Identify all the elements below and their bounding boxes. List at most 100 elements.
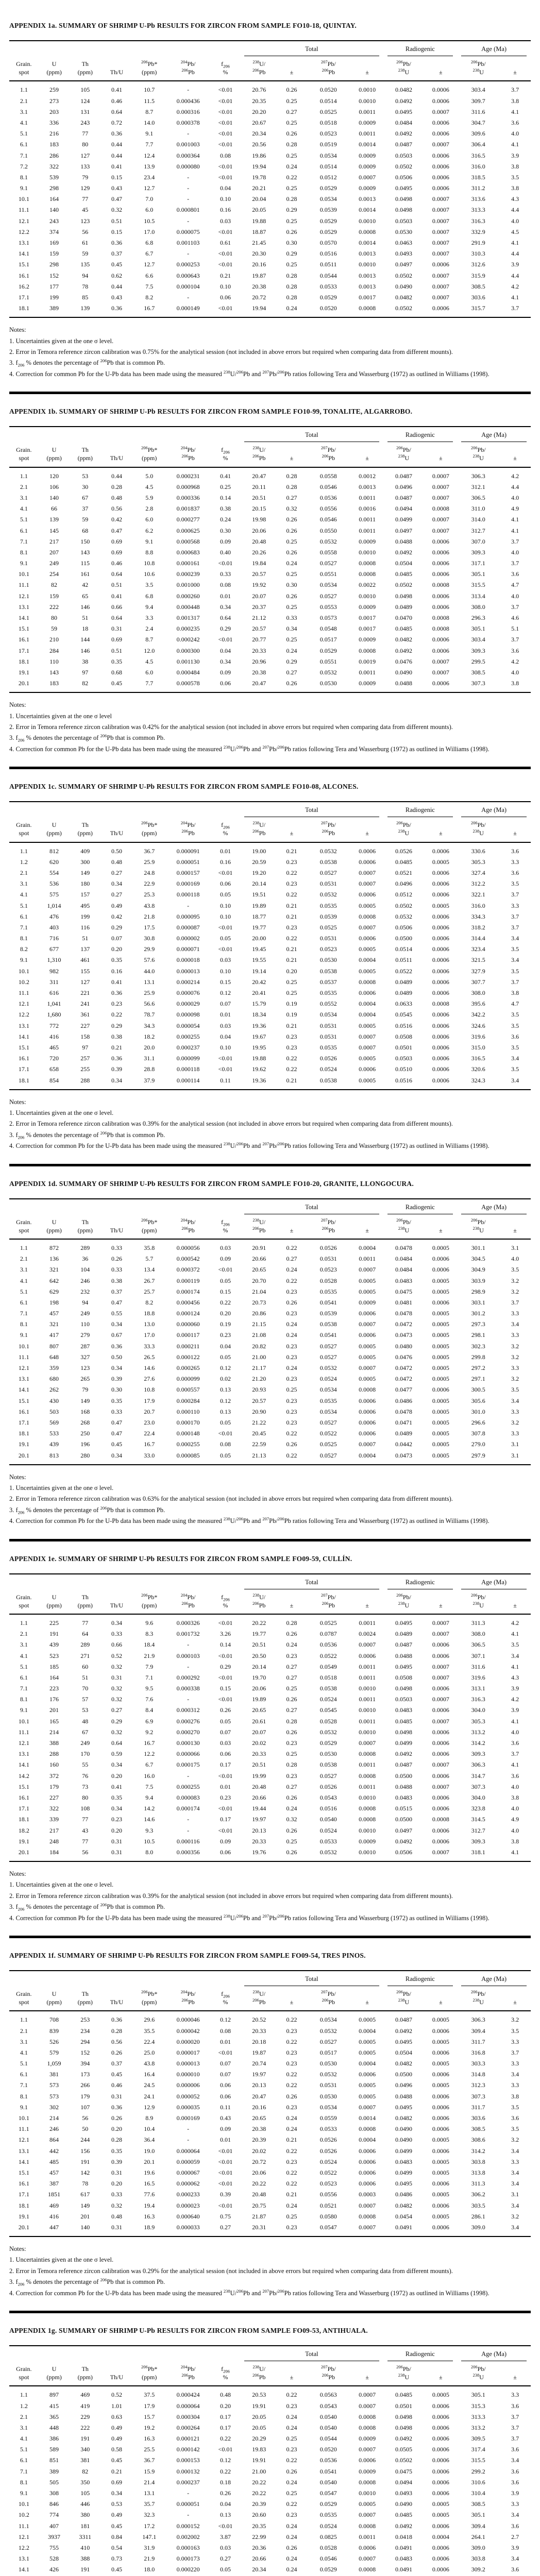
cell: 0.0540 bbox=[319, 1816, 337, 1823]
cell: 0.0524 bbox=[319, 2158, 337, 2165]
cell: 6.1 bbox=[20, 912, 28, 920]
cell: 311.3 bbox=[471, 1619, 485, 1626]
cell: 4.0 bbox=[511, 1255, 519, 1263]
cell: 0.33 bbox=[220, 570, 231, 578]
cell: 0.0006 bbox=[432, 935, 449, 942]
cell: 4.0 bbox=[511, 1826, 519, 1834]
cell: 4.1 bbox=[511, 516, 519, 523]
cell: 389 bbox=[49, 304, 59, 312]
cell: 129 bbox=[80, 184, 90, 192]
cell: 0.0547 bbox=[319, 2489, 337, 2497]
cell: 217 bbox=[49, 537, 59, 545]
cell: 0.13 bbox=[220, 1408, 231, 1415]
cell: 0.000253 bbox=[176, 261, 200, 268]
cell: 0.0006 bbox=[432, 967, 449, 975]
cell: 6.2 bbox=[145, 527, 154, 534]
cell: 0.0010 bbox=[359, 1793, 376, 1801]
cell: 0.53 bbox=[111, 2500, 122, 2508]
column-header: 206Pb* (ppm) bbox=[132, 2361, 166, 2387]
cell: 8.7 bbox=[145, 108, 154, 115]
cell: 0.0005 bbox=[359, 1277, 376, 1284]
cell: 20.18 bbox=[252, 2038, 266, 2045]
cell: 0.26 bbox=[286, 228, 297, 235]
table-row: 1.1 225 77 0.34 9.6 0.000326 <0.01 20.22 0.28 0.0… bbox=[9, 1614, 531, 1629]
column-header: ± bbox=[424, 1986, 458, 2012]
cell: 18.77 bbox=[252, 912, 266, 920]
column-header: 238U/206Pb bbox=[240, 2361, 278, 2387]
column-header: ± bbox=[499, 1589, 531, 1615]
cell: 0.27 bbox=[220, 2223, 231, 2231]
cell: 0.0013 bbox=[359, 272, 376, 279]
cell: 3.4 bbox=[511, 2180, 519, 2188]
cell: 31.1 bbox=[144, 1055, 155, 1062]
column-header: 206Pb/238U bbox=[457, 442, 500, 468]
header-group-row: Total Radiogenic Age (Ma) bbox=[9, 1971, 531, 1986]
cell: 0.05 bbox=[220, 1277, 231, 1284]
cell: 4.3 bbox=[511, 1673, 519, 1681]
header-group-row: Total Radiogenic Age (Ma) bbox=[9, 802, 531, 818]
cell: 0.0633 bbox=[395, 1000, 412, 1008]
cell: 0.15 bbox=[111, 173, 122, 181]
cell: 0.0007 bbox=[432, 1717, 449, 1725]
cell: 0.0007 bbox=[432, 272, 449, 279]
table-row: 3.1 526 294 0.56 22.4 0.000020 0.01 20.18 0.22 0.… bbox=[9, 2037, 531, 2047]
cell: 0.0006 bbox=[432, 912, 449, 920]
cell: 0.0522 bbox=[319, 1652, 337, 1659]
cell: 20.53 bbox=[252, 2391, 266, 2399]
cell: 105 bbox=[80, 2489, 90, 2497]
cell: 0.28 bbox=[111, 483, 122, 490]
table-row: 18.1 339 77 0.23 14.6-0.17 19.97 0.32 0.0540 0.0… bbox=[9, 1814, 531, 1825]
cell: 0.32 bbox=[111, 2201, 122, 2209]
cell: 0.0006 bbox=[432, 1055, 449, 1062]
column-header: Th (ppm) bbox=[70, 817, 101, 843]
table-row: 12.1 3937 3311 0.84 147.1 0.002002 3.87 22.99 0.… bbox=[9, 2532, 531, 2543]
cell: 0.0546 bbox=[319, 2555, 337, 2563]
cell: 0.36 bbox=[111, 304, 122, 312]
cell: 327 bbox=[80, 1353, 90, 1361]
cell: 0.06 bbox=[220, 1848, 231, 1856]
cell: 0.0482 bbox=[395, 2060, 412, 2067]
cell: 0.12 bbox=[220, 989, 231, 996]
cell: 0.000085 bbox=[176, 1451, 200, 1459]
cell: 309.3 bbox=[471, 1837, 485, 1845]
cell: 227 bbox=[49, 1793, 59, 1801]
cell: 147.1 bbox=[142, 2533, 157, 2540]
cell: 310.6 bbox=[471, 2478, 485, 2486]
cell: 416 bbox=[49, 1032, 59, 1040]
cell: 16.2 bbox=[18, 282, 29, 290]
cell: 0.28 bbox=[286, 483, 297, 490]
cell: 302.3 bbox=[471, 1342, 485, 1350]
cell: 8.0 bbox=[145, 1848, 154, 1856]
cell: 0.0498 bbox=[395, 195, 412, 203]
cell: 0.0006 bbox=[432, 1386, 449, 1394]
cell: 0.10 bbox=[220, 967, 231, 975]
cell: 5.1 bbox=[20, 2446, 28, 2453]
column-header: ± bbox=[278, 2361, 306, 2387]
cell: 17.2 bbox=[144, 2522, 155, 2530]
cell: 20.16 bbox=[252, 261, 266, 268]
cell: 20.74 bbox=[252, 2060, 266, 2067]
note-line: 3. f206 % denotes the percentage of 206P… bbox=[9, 1130, 165, 1140]
cell: 0.0525 bbox=[319, 923, 337, 931]
cell: 149 bbox=[80, 869, 90, 876]
cell: 3.5 bbox=[511, 2103, 519, 2111]
cell: 0.000117 bbox=[176, 1331, 200, 1339]
cell: 0.05 bbox=[220, 2566, 231, 2573]
cell: 18.9 bbox=[144, 2223, 155, 2231]
cell: 0.0006 bbox=[432, 86, 449, 94]
cell: 0.24 bbox=[286, 1331, 297, 1339]
cell: 3.8 bbox=[511, 989, 519, 996]
cell: 10.6 bbox=[144, 570, 155, 578]
cell: 1.1 bbox=[20, 847, 28, 855]
cell: 523 bbox=[49, 1652, 59, 1659]
table-row: 17.1 658 255 0.39 28.8 0.000118 <0.01 19.62 0.22… bbox=[9, 1064, 531, 1075]
appendix-section-1b: APPENDIX 1b. SUMMARY OF SHRIMP U-Pb RESU… bbox=[9, 408, 531, 754]
cell: 0.000264 bbox=[176, 2424, 200, 2431]
column-header: 204Pb/206Pb bbox=[165, 56, 211, 82]
table-row: 6.1 164 51 0.31 7.1 0.000292 <0.01 19.70 0.27 0.0… bbox=[9, 1672, 531, 1683]
cell: 0.22 bbox=[286, 869, 297, 876]
table-row: 11.1 140 45 0.32 6.0 0.000801 0.16 20.05 0.29 0.0… bbox=[9, 205, 531, 215]
cell: 0.27 bbox=[286, 1663, 297, 1670]
cell: 0.36 bbox=[111, 2016, 122, 2024]
